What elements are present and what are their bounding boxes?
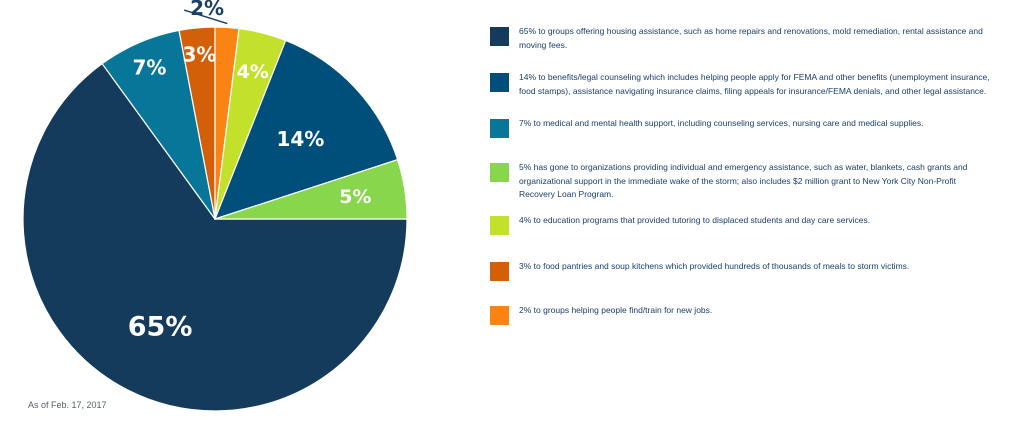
legend-swatch [490, 306, 509, 325]
legend-swatch [490, 163, 509, 182]
legend-text: 65% to groups offering housing assistanc… [519, 26, 983, 50]
slice-label-7-percent: 7% [132, 55, 166, 79]
legend-swatch [490, 73, 509, 92]
legend-swatch [490, 119, 509, 138]
pie-slice-5-percent [214, 158, 408, 220]
as-of-date-note: As of Feb. 17, 2017 [28, 400, 107, 410]
legend-text: 3% to food pantries and soup kitchens wh… [519, 261, 910, 271]
pie-slice-65-percent [22, 62, 408, 412]
legend-swatch [490, 262, 509, 281]
legend-text: 14% to benefits/legal counseling which i… [519, 72, 990, 96]
legend-text: 7% to medical and mental health support,… [519, 118, 924, 128]
slice-label-5-percent: 5% [339, 186, 371, 208]
legend-swatch [490, 216, 509, 235]
slice-label-2-percent: 2% [190, 0, 224, 20]
legend-text: 2% to groups helping people find/train f… [519, 305, 713, 315]
leader-line [183, 9, 228, 25]
legend-text: 5% has gone to organizations providing i… [519, 162, 968, 199]
slice-label-4-percent: 4% [237, 61, 269, 83]
slice-label-3-percent: 3% [182, 43, 216, 67]
legend-text: 4% to education programs that provided t… [519, 215, 871, 225]
pie-chart: 65% 7% 3% 2% 4% 14% 5% [22, 0, 408, 412]
slice-label-14-percent: 14% [276, 127, 324, 151]
legend-swatch [490, 27, 509, 46]
slice-label-65-percent: 65% [128, 311, 193, 342]
